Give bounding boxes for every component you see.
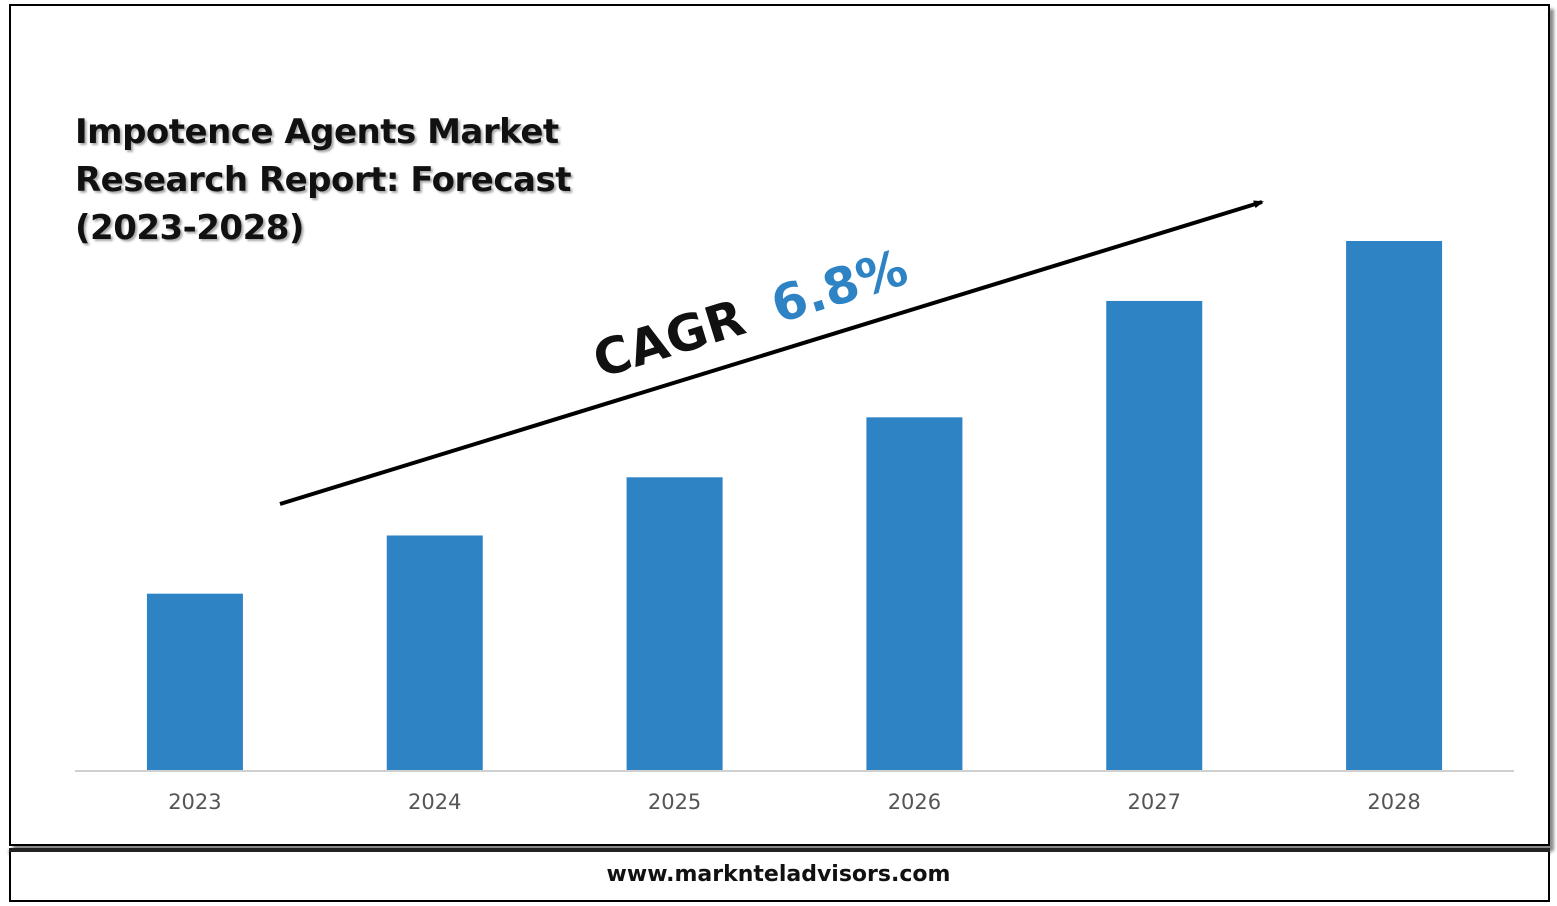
- chart-frame: [9, 4, 1550, 846]
- x-tick-label-2023: 2023: [168, 790, 221, 814]
- footer-url[interactable]: www.marknteladvisors.com: [606, 862, 951, 887]
- x-axis-tick-labels: 2023 2024 2025 2026 2027 2028: [168, 790, 1421, 814]
- bars: [146, 241, 1443, 770]
- cagr-label: CAGR: [586, 288, 751, 389]
- cagr-annotation: CAGR 6.8%: [586, 238, 914, 389]
- chart-title: Impotence Agents Market Research Report:…: [75, 108, 675, 252]
- bar-2028: [1346, 241, 1443, 770]
- x-tick-label-2026: 2026: [888, 790, 941, 814]
- bar-2024: [386, 535, 483, 770]
- x-tick-label-2025: 2025: [648, 790, 701, 814]
- title-line-3: (2023-2028): [75, 208, 304, 248]
- cagr-value: 6.8%: [765, 238, 915, 334]
- x-tick-label-2028: 2028: [1367, 790, 1420, 814]
- x-tick-label-2024: 2024: [408, 790, 461, 814]
- bar-2023: [146, 593, 243, 770]
- footer-box: [9, 852, 1550, 902]
- title-line-2: Research Report: Forecast: [75, 160, 571, 200]
- bar-2025: [626, 477, 723, 770]
- cagr-arrow: [279, 200, 1264, 506]
- x-tick-label-2027: 2027: [1128, 790, 1181, 814]
- title-line-1: Impotence Agents Market: [75, 112, 559, 152]
- footer-divider: [9, 848, 1550, 852]
- bar-2027: [1106, 300, 1203, 770]
- bar-2026: [866, 417, 963, 770]
